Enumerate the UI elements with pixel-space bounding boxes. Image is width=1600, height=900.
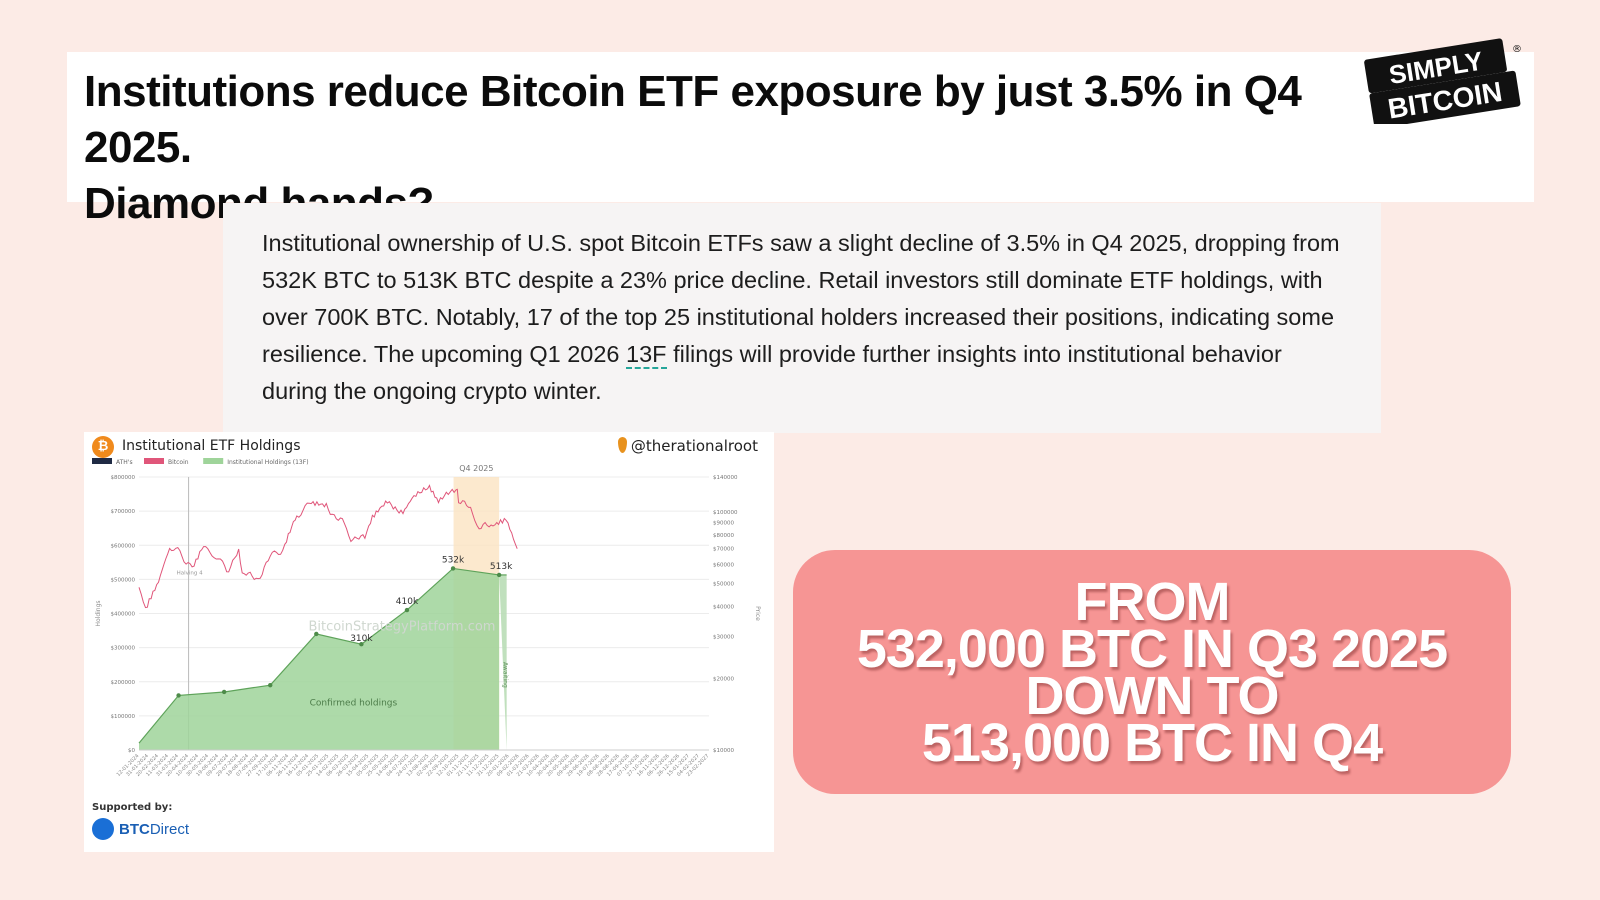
- holdings-point: [359, 642, 364, 647]
- callout-box: FROM 532,000 BTC IN Q3 2025 DOWN TO 513,…: [793, 550, 1511, 794]
- y-tick-right: $70000: [713, 547, 734, 553]
- y-tick-left: $400000: [111, 612, 136, 618]
- halving-label: Halving 4: [177, 570, 204, 576]
- awaiting-area: [499, 574, 507, 750]
- bitcoin-price-line: [138, 484, 518, 609]
- headline-card: Institutions reduce Bitcoin ETF exposure…: [67, 52, 1534, 228]
- supported-by-label: Supported by:: [92, 802, 173, 813]
- holdings-chart: ATH's Bitcoin Institutional Holdings (13F)…: [92, 458, 761, 778]
- headline-line-1: Institutions reduce Bitcoin ETF exposure…: [84, 67, 1302, 172]
- y-tick-right: $40000: [713, 605, 734, 611]
- carrot-icon: [617, 437, 627, 453]
- y-tick-right: $60000: [713, 563, 734, 569]
- bitcoin-icon: ₿: [92, 436, 114, 458]
- y-tick-right: $80000: [713, 533, 734, 539]
- holdings-value-label: 532k: [442, 555, 465, 565]
- watermark: BitcoinStrategyPlatform.com: [308, 620, 495, 635]
- summary-card: Institutional ownership of U.S. spot Bit…: [223, 203, 1381, 433]
- holdings-area: [139, 568, 500, 750]
- sponsor-rest: Direct: [149, 821, 189, 838]
- author-handle-text: @therationalroot: [630, 437, 758, 455]
- chart-card: ₿ Institutional ETF Holdings @therationa…: [84, 432, 774, 852]
- summary-part-2: filings will provide further insights in…: [262, 341, 1282, 404]
- legend-label: Bitcoin: [168, 459, 189, 466]
- legend-label: ATH's: [116, 459, 133, 466]
- term-13f-link[interactable]: 13F: [626, 341, 667, 369]
- btcdirect-icon: [92, 818, 114, 840]
- registered-mark: ®: [1512, 44, 1522, 55]
- y-tick-left: $300000: [111, 646, 136, 652]
- author-handle: @therationalroot: [617, 437, 758, 455]
- y-axis-label-right: Price: [754, 606, 761, 621]
- y-tick-left: $200000: [111, 680, 136, 686]
- legend-swatch: [144, 458, 164, 464]
- callout-line-3: DOWN TO: [1025, 666, 1280, 726]
- holdings-point: [496, 572, 502, 578]
- callout-line-2: 532,000 BTC IN Q3 2025: [856, 619, 1448, 679]
- y-tick-left: $600000: [111, 543, 136, 549]
- legend-swatch: [203, 458, 224, 464]
- legend-swatch: [92, 458, 112, 464]
- y-tick-right: $20000: [713, 676, 734, 682]
- holdings-value-label: 310k: [350, 634, 373, 644]
- callout-line-1: FROM: [1074, 572, 1231, 632]
- y-axis-label-left: Holdings: [95, 600, 102, 626]
- chart-title: Institutional ETF Holdings: [122, 438, 301, 454]
- y-tick-right: $100000: [713, 510, 738, 516]
- holdings-point: [404, 607, 410, 613]
- awaiting-label: Awaiting: [502, 662, 509, 688]
- q4-band-label: Q4 2025: [459, 464, 493, 473]
- y-tick-right: $140000: [713, 475, 738, 481]
- callout-line-4: 513,000 BTC IN Q4: [921, 713, 1383, 773]
- holdings-point: [176, 693, 181, 698]
- y-tick-left: $800000: [111, 475, 136, 481]
- holdings-point: [450, 566, 456, 571]
- summary-part-1: Institutional ownership of U.S. spot Bit…: [262, 230, 1340, 367]
- holdings-point: [221, 689, 227, 695]
- sponsor-logo: BTCDirect: [92, 818, 189, 844]
- y-tick-right: $10000: [713, 748, 734, 754]
- sponsor-bold: BTC: [119, 821, 150, 838]
- simply-bitcoin-logo: SIMPLY BITCOIN ®: [1364, 38, 1522, 124]
- holdings-value-label: 513k: [490, 562, 513, 572]
- holdings-point: [314, 631, 319, 637]
- holdings-value-label: 410k: [396, 597, 419, 607]
- confirmed-holdings-label: Confirmed holdings: [310, 699, 398, 709]
- y-tick-left: $700000: [111, 509, 136, 515]
- summary-text: Institutional ownership of U.S. spot Bit…: [262, 225, 1352, 410]
- y-tick-right: $50000: [713, 582, 734, 588]
- y-tick-left: $500000: [111, 577, 136, 583]
- y-tick-right: $90000: [713, 521, 734, 527]
- y-tick-left: $100000: [111, 714, 136, 720]
- y-tick-right: $30000: [713, 634, 734, 640]
- y-tick-left: $0: [128, 748, 135, 754]
- legend-label: Institutional Holdings (13F): [227, 459, 308, 466]
- holdings-point: [268, 682, 273, 688]
